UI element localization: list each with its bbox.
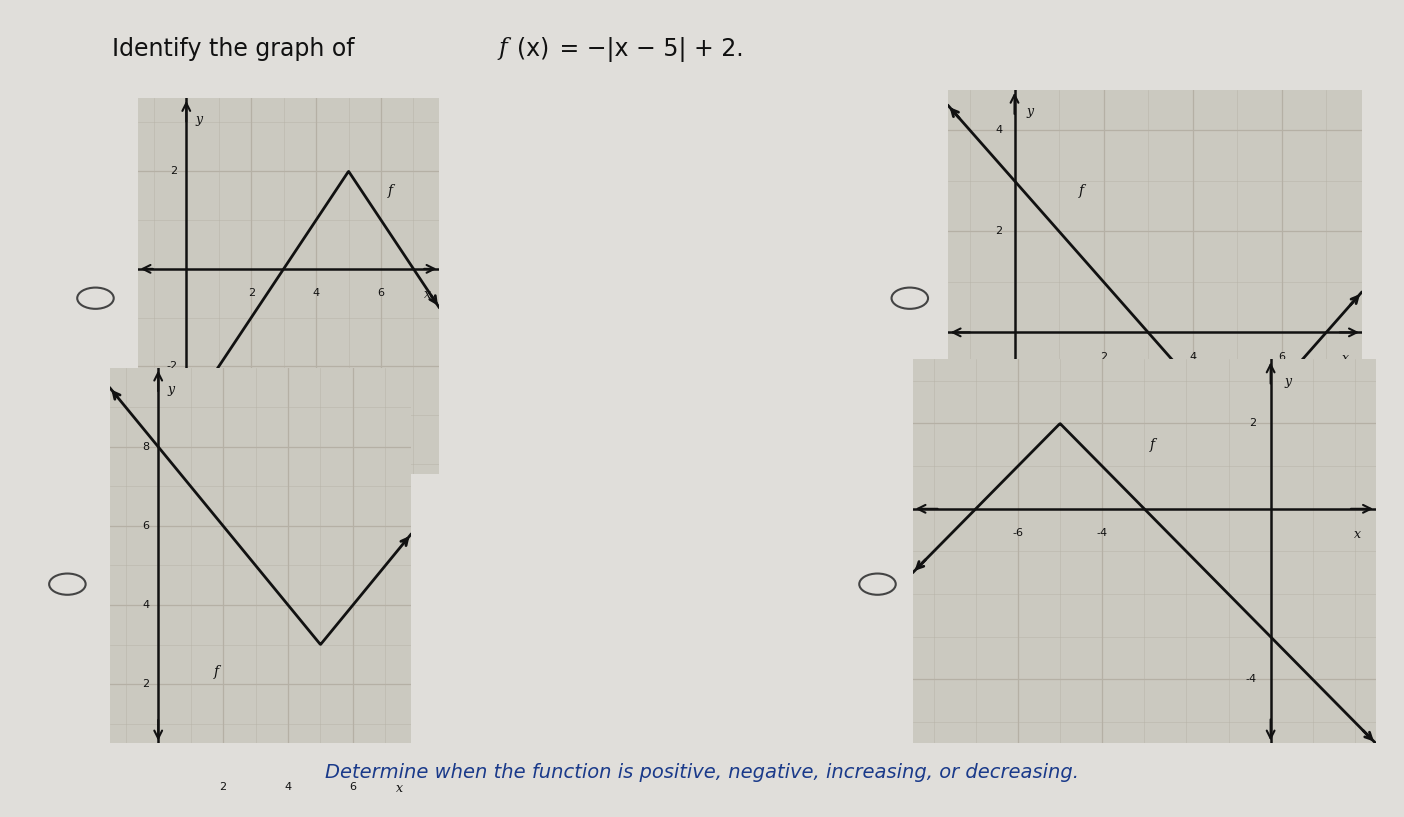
Text: 4: 4 xyxy=(995,125,1002,136)
Text: 2: 2 xyxy=(1099,351,1108,362)
Text: 2: 2 xyxy=(142,679,149,689)
Text: y: y xyxy=(195,113,202,126)
Text: 6: 6 xyxy=(378,288,385,297)
Text: x: x xyxy=(1342,351,1349,364)
Text: f: f xyxy=(388,184,393,198)
Text: f: f xyxy=(1078,184,1084,198)
Text: 6: 6 xyxy=(350,782,357,792)
Text: 4: 4 xyxy=(313,288,320,297)
Text: -2: -2 xyxy=(991,428,1002,439)
Text: 2: 2 xyxy=(219,782,226,792)
Text: 8: 8 xyxy=(142,442,149,452)
Text: 4: 4 xyxy=(142,600,149,610)
Text: 2: 2 xyxy=(995,226,1002,236)
Text: 6: 6 xyxy=(1278,351,1285,362)
Text: y: y xyxy=(167,382,174,395)
Text: x: x xyxy=(396,782,403,795)
Text: -4: -4 xyxy=(1097,528,1108,538)
Text: 2: 2 xyxy=(170,166,177,176)
Text: y: y xyxy=(1285,375,1292,388)
Text: Determine when the function is positive, negative, increasing, or decreasing.: Determine when the function is positive,… xyxy=(324,762,1080,782)
Text: 4: 4 xyxy=(285,782,292,792)
Text: -4: -4 xyxy=(1245,675,1257,685)
Text: 2: 2 xyxy=(1250,418,1257,428)
Text: x: x xyxy=(424,288,431,301)
Text: -2: -2 xyxy=(166,361,177,372)
Text: f: f xyxy=(1150,438,1155,452)
Text: x: x xyxy=(1353,528,1360,541)
Text: (x): (x) xyxy=(517,37,549,60)
Text: Identify the graph of: Identify the graph of xyxy=(112,37,369,60)
Text: 4: 4 xyxy=(1189,351,1196,362)
Text: f: f xyxy=(498,37,507,60)
Text: -6: -6 xyxy=(1012,528,1024,538)
Text: f: f xyxy=(213,665,219,679)
Text: 6: 6 xyxy=(142,521,149,531)
Text: 2: 2 xyxy=(247,288,254,297)
Text: = −|x − 5| + 2.: = −|x − 5| + 2. xyxy=(552,37,743,62)
Text: y: y xyxy=(1026,105,1035,118)
